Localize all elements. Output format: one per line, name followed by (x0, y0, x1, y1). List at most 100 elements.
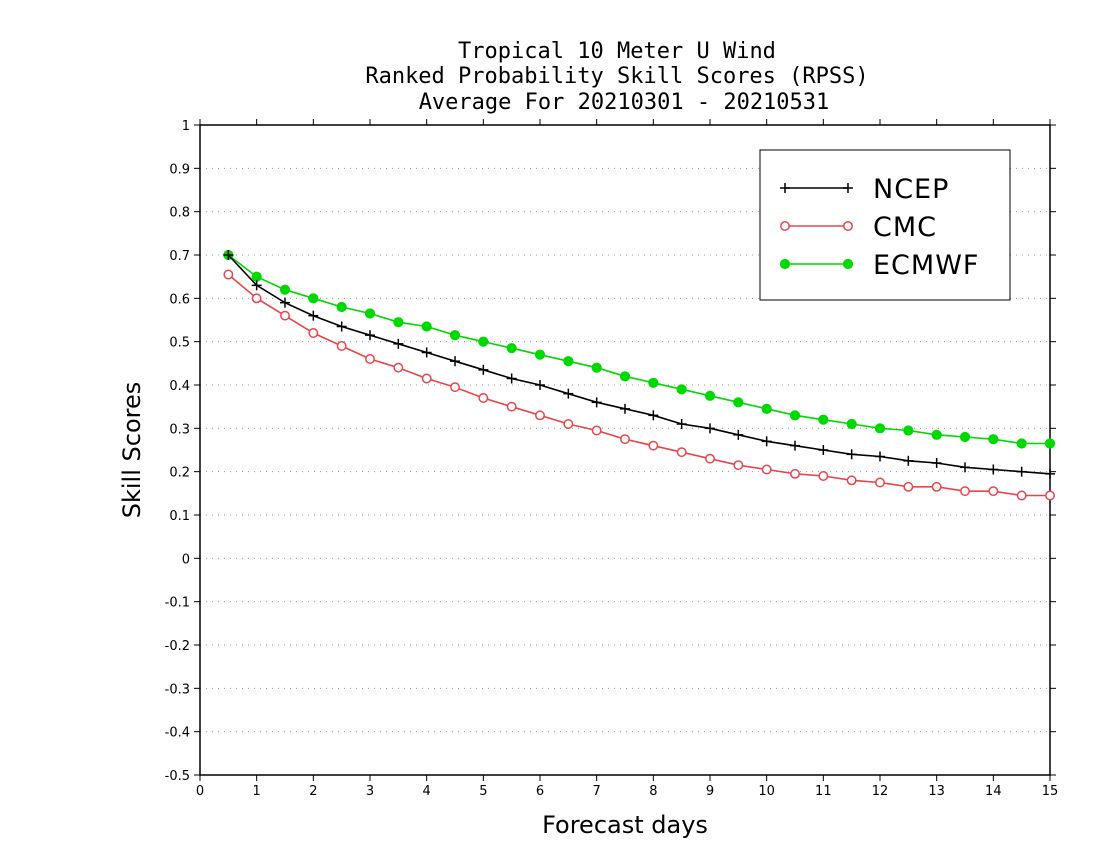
series-ecmwf-point-29 (1044, 438, 1056, 449)
series-cmc-point-3 (308, 328, 319, 338)
y-tick-label-15: -0.5 (165, 769, 190, 784)
series-ecmwf-point-23 (874, 423, 886, 434)
legend-box (759, 149, 1011, 301)
y-tick-label-10: 0 (182, 552, 190, 567)
y-tick-label-8: 0.2 (169, 466, 190, 481)
series-ncep (223, 250, 1055, 479)
legend-ncep-marker-end (843, 183, 853, 193)
series-ecmwf-point-6 (393, 317, 404, 328)
series-ecmwf-point-21 (818, 414, 829, 425)
chart-title-line-3: Average For 20210301 - 20210531 (419, 90, 830, 115)
legend-ecmwf-label: ECMWF (873, 250, 979, 281)
legend-ecmwf-marker-start (779, 258, 791, 270)
series-ncep-point-19 (761, 436, 772, 447)
series-ecmwf-point-12 (563, 356, 574, 367)
series-cmc-point-14 (620, 434, 630, 445)
series-cmc-point-12 (563, 419, 574, 429)
x-tick-label-12: 12 (872, 784, 889, 799)
y-tick-label-0: 1 (182, 119, 190, 134)
series-ncep-point-3 (308, 310, 319, 321)
y-tick-label-14: -0.4 (165, 726, 190, 741)
series-ncep-point-18 (733, 429, 744, 440)
y-tick-label-2: 0.8 (169, 206, 190, 221)
series-cmc-point-10 (506, 401, 517, 412)
x-tick-label-0: 0 (196, 784, 204, 799)
legend-cmc-marker-end (843, 221, 853, 231)
series-ecmwf-point-19 (761, 403, 772, 414)
x-tick-label-10: 10 (758, 784, 775, 799)
series-cmc-point-7 (421, 373, 432, 384)
series-cmc-point-19 (761, 464, 772, 475)
x-tick-label-15: 15 (1042, 784, 1059, 799)
series-ecmwf-point-28 (1016, 438, 1027, 449)
series-ncep-point-11 (535, 380, 545, 390)
series-ncep-point-15 (648, 410, 659, 421)
series-ncep-point-1 (251, 280, 262, 291)
series-cmc-point-23 (875, 477, 885, 488)
axes: 1 0.9 0.8 0.7 0.6 0.5 0.4 0.3 0.2 0.1 0 -0.1 -0.2 -0.… (165, 119, 1059, 799)
series-ncep-point-20 (790, 440, 800, 451)
series-ncep-point-14 (620, 403, 630, 414)
series-cmc-point-13 (591, 425, 602, 436)
series-cmc-point-17 (705, 453, 715, 464)
series-ncep-point-27 (988, 464, 999, 475)
series-ncep-point-29 (1045, 468, 1055, 479)
series-cmc-point-18 (733, 460, 744, 471)
series-ecmwf-point-26 (959, 431, 971, 443)
data-series (223, 249, 1056, 501)
x-tick-label-11: 11 (815, 784, 832, 799)
series-ncep-point-17 (705, 423, 715, 434)
series-cmc-point-26 (960, 486, 970, 497)
series-ecmwf-point-5 (364, 308, 376, 319)
x-tick-label-14: 14 (985, 784, 1002, 799)
x-tick-label-1: 1 (253, 784, 261, 799)
series-cmc (223, 269, 1055, 501)
series-cmc-point-2 (280, 310, 290, 321)
series-ncep-point-8 (450, 356, 460, 367)
series-ecmwf-point-25 (931, 429, 942, 440)
series-cmc-point-0 (223, 269, 234, 280)
x-tick-label-9: 9 (706, 784, 714, 799)
series-cmc-point-27 (988, 486, 999, 497)
series-ncep-point-2 (280, 297, 290, 308)
series-ncep-point-22 (846, 449, 857, 460)
series-ecmwf-point-1 (251, 271, 262, 282)
series-cmc-point-20 (790, 468, 800, 479)
series-ncep-point-21 (818, 445, 829, 455)
series-ncep-point-25 (931, 458, 942, 468)
series-cmc-point-24 (903, 481, 914, 492)
series-ncep-point-12 (563, 388, 574, 399)
series-cmc-point-1 (251, 293, 262, 304)
series-cmc-point-11 (535, 410, 545, 421)
series-ecmwf-point-9 (478, 336, 489, 347)
y-tick-label-3: 0.7 (169, 249, 190, 264)
chart-title-line-1: Tropical 10 Meter U Wind (458, 39, 776, 64)
series-ncep-point-23 (875, 451, 885, 462)
y-tick-label-4: 0.6 (169, 292, 190, 307)
series-ecmwf-point-2 (279, 284, 291, 295)
series-ecmwf-point-18 (733, 397, 744, 408)
series-cmc-point-16 (676, 447, 687, 458)
series-ecmwf (223, 249, 1056, 449)
series-ecmwf-point-16 (676, 384, 687, 395)
series-cmc-point-15 (648, 440, 659, 451)
series-ecmwf-point-15 (648, 377, 659, 388)
y-tick-label-9: 0.1 (169, 509, 190, 524)
y-tick-label-1: 0.9 (169, 162, 190, 177)
series-cmc-point-25 (931, 481, 942, 492)
series-ecmwf-point-17 (704, 390, 716, 401)
series-ecmwf-point-4 (336, 301, 347, 313)
series-ecmwf-point-27 (988, 434, 999, 445)
series-cmc-point-8 (450, 382, 460, 393)
y-tick-label-11: -0.1 (165, 596, 190, 611)
series-ncep-point-6 (393, 338, 404, 349)
series-cmc-point-5 (365, 354, 375, 364)
series-ecmwf-point-13 (591, 362, 602, 373)
series-ncep-point-9 (478, 364, 489, 375)
x-tick-label-2: 2 (309, 784, 317, 799)
series-ecmwf-point-3 (308, 293, 319, 304)
series-cmc-point-22 (846, 475, 857, 486)
y-tick-label-5: 0.5 (169, 336, 190, 351)
